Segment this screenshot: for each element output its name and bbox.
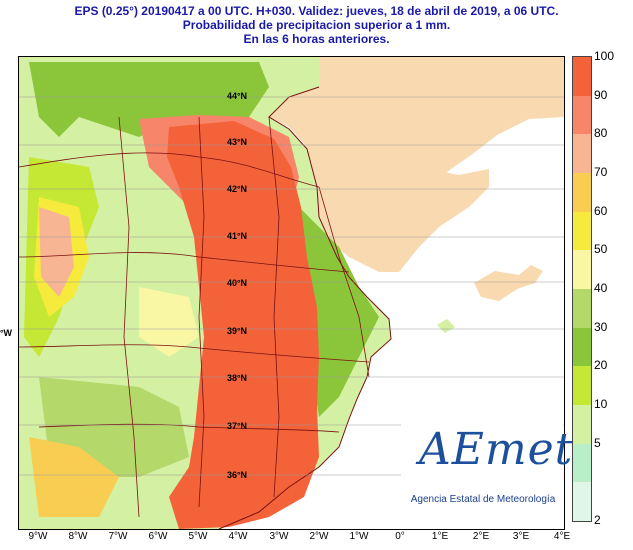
left-edge-lon-label: °W [0,328,13,338]
lon-label-4w: 4°W [228,531,248,542]
lat-label-36: 36°N [226,470,248,480]
lat-label-41: 41°N [226,231,248,241]
legend-swatch [573,211,591,251]
legend-label: 20 [594,358,608,373]
legend-swatch [573,366,591,405]
aemet-logo-subtitle: Agencia Estatal de Meteorología [410,494,556,505]
lon-label-3w: 3°W [269,531,289,542]
legend-label: 50 [594,242,608,257]
legend-label: 30 [594,319,608,334]
legend-label: 80 [594,126,608,141]
yellow-zone-center-west [139,287,199,357]
legend-swatch [573,327,591,367]
legend-label: 90 [594,87,608,102]
lat-label-37: 37°N [226,421,248,431]
legend-swatch [573,289,591,328]
lon-label-2w: 2°W [309,531,329,542]
coastline [218,86,392,529]
legend-swatch [573,95,591,135]
salmon-zone-northwest [39,207,74,297]
map-canvas [19,57,564,529]
green-zone-east [299,207,379,417]
legend-label: 5 [594,435,601,450]
lat-label-42: 42°N [226,184,248,194]
lon-label-4e: 4°E [553,531,571,542]
map-title-line-2: Probabilidad de precipitacion superior a… [182,18,451,32]
legend-swatch [573,173,591,212]
lon-label-9w: 9°W [28,531,48,542]
legend-label: 100 [594,49,615,63]
map-title-line-1: EPS (0.25°) 20190417 a 00 UTC. H+030. Va… [74,4,559,18]
balearic-islands [474,265,543,301]
ibiza-island [437,319,455,333]
lat-label-40: 40°N [226,278,248,288]
legend-swatch [573,57,591,96]
legend-label: 40 [594,281,608,295]
administrative-borders [19,116,370,518]
lat-label-43: 43°N [226,137,248,147]
legend-swatch [573,134,591,173]
lon-label-2e: 2°E [472,531,490,542]
legend-label: 70 [594,165,608,179]
northeast-spain-dry-area [304,127,489,272]
legend-label: 10 [594,397,608,411]
lon-label-7w: 7°W [108,531,128,542]
aemet-logo-mark: AEmet [419,424,574,475]
legend-label: 60 [594,203,608,218]
probability-legend-bar [572,56,592,522]
legend-swatch [573,250,591,289]
legend-label: 2 [594,513,601,527]
lon-label-5w: 5°W [188,531,208,542]
lon-label-6w: 6°W [148,531,168,542]
map-title-line-3: En las 6 horas anteriores. [243,32,390,46]
aemet-logo: AEmet Agencia Estatal de Meteorología [401,420,572,528]
lat-label-38: 38°N [226,373,248,383]
probability-map [18,56,565,530]
lon-label-3e: 3°E [512,531,530,542]
lon-label-1w: 1°W [349,531,369,542]
lon-label-0: 0° [395,531,405,542]
legend-swatch [573,482,591,521]
lon-label-8w: 8°W [68,531,88,542]
lat-label-44: 44°N [226,91,248,101]
lon-label-1e: 1°E [431,531,449,542]
legend-swatch [573,405,591,444]
legend-swatch [573,443,591,483]
yellow-zone-southwest [29,437,119,517]
lat-label-39: 39°N [226,326,248,336]
